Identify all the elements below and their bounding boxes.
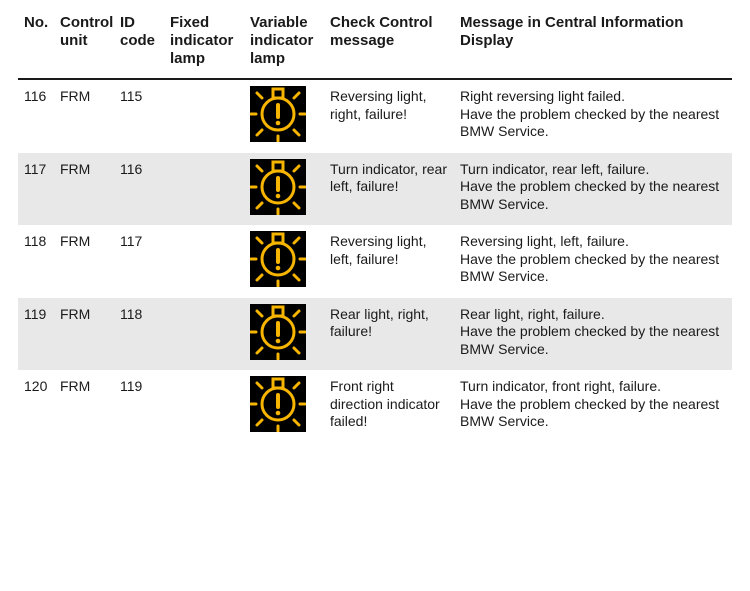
th-fixed: Fixed indicator lamp [164,10,244,79]
lamp-failure-icon [250,304,306,360]
lamp-failure-icon [250,376,306,432]
cell-fixed-lamp [164,153,244,226]
cell-id: 118 [114,298,164,371]
cell-unit: FRM [54,153,114,226]
cell-id: 115 [114,79,164,153]
table-row: 116FRM115 Reversing light, right, failur… [18,79,732,153]
table-body: 116FRM115 Reversing light, right, failur… [18,79,732,443]
cell-variable-lamp [244,225,324,298]
cell-fixed-lamp [164,370,244,443]
th-ccm: Check Control message [324,10,454,79]
th-id: ID code [114,10,164,79]
cell-variable-lamp [244,79,324,153]
cell-unit: FRM [54,225,114,298]
cell-no: 116 [18,79,54,153]
table-header: No. Control unit ID code Fixed indicator… [18,10,732,79]
cell-no: 119 [18,298,54,371]
lamp-failure-icon [250,231,306,287]
cell-check-control-message: Front right direction indicator failed! [324,370,454,443]
lamp-failure-icon [250,159,306,215]
th-no: No. [18,10,54,79]
cell-fixed-lamp [164,79,244,153]
cell-id: 119 [114,370,164,443]
cell-fixed-lamp [164,225,244,298]
cell-variable-lamp [244,370,324,443]
cell-cid-message: Rear light, right, failure. Have the pro… [454,298,732,371]
cell-unit: FRM [54,298,114,371]
cell-no: 117 [18,153,54,226]
th-unit: Control unit [54,10,114,79]
cell-no: 120 [18,370,54,443]
th-variable: Variable indicator lamp [244,10,324,79]
table-row: 120FRM119 Front right direction indicato… [18,370,732,443]
table-row: 119FRM118 Rear light, right, failure!Rea… [18,298,732,371]
cell-unit: FRM [54,370,114,443]
cell-check-control-message: Turn indicator, rear left, failure! [324,153,454,226]
th-cid: Message in Central Information Display [454,10,732,79]
cell-cid-message: Turn indicator, rear left, failure. Have… [454,153,732,226]
table-row: 117FRM116 Turn indicator, rear left, fai… [18,153,732,226]
check-control-table: No. Control unit ID code Fixed indicator… [18,10,732,443]
cell-cid-message: Reversing light, left, failure. Have the… [454,225,732,298]
cell-variable-lamp [244,298,324,371]
cell-no: 118 [18,225,54,298]
table-row: 118FRM117 Reversing light, left, failure… [18,225,732,298]
cell-check-control-message: Reversing light, right, failure! [324,79,454,153]
cell-fixed-lamp [164,298,244,371]
page: No. Control unit ID code Fixed indicator… [0,0,750,591]
cell-id: 116 [114,153,164,226]
cell-cid-message: Turn indicator, front right, failure. Ha… [454,370,732,443]
cell-cid-message: Right reversing light failed. Have the p… [454,79,732,153]
cell-check-control-message: Rear light, right, failure! [324,298,454,371]
lamp-failure-icon [250,86,306,142]
cell-id: 117 [114,225,164,298]
cell-variable-lamp [244,153,324,226]
cell-unit: FRM [54,79,114,153]
cell-check-control-message: Reversing light, left, failure! [324,225,454,298]
